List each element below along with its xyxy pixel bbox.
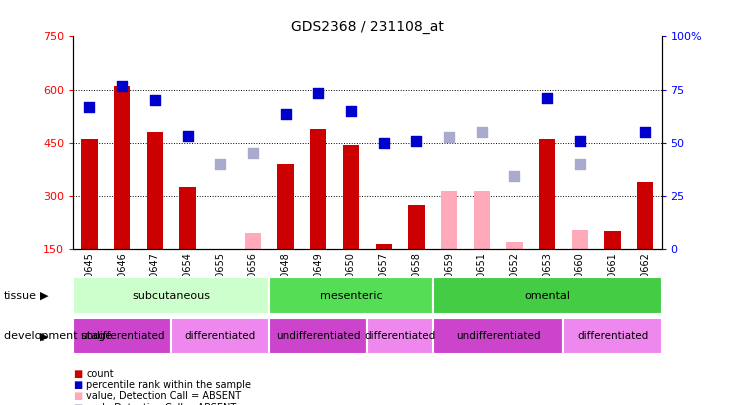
Point <box>443 134 455 141</box>
Bar <box>539 139 556 249</box>
Text: ■: ■ <box>73 380 83 390</box>
Point <box>116 83 128 90</box>
Text: ▶: ▶ <box>40 331 49 341</box>
Text: differentiated: differentiated <box>364 331 436 341</box>
Point <box>149 97 161 103</box>
Text: count: count <box>86 369 114 379</box>
Title: GDS2368 / 231108_at: GDS2368 / 231108_at <box>291 20 444 34</box>
Bar <box>474 191 490 249</box>
Point <box>476 129 488 135</box>
Point <box>83 104 95 111</box>
Bar <box>343 145 359 249</box>
Bar <box>212 249 228 263</box>
Bar <box>179 187 196 249</box>
Bar <box>310 129 327 249</box>
Bar <box>73 277 269 314</box>
Point <box>541 95 553 102</box>
Bar <box>637 182 654 249</box>
Bar <box>376 244 392 249</box>
Bar <box>269 318 367 354</box>
Text: value, Detection Call = ABSENT: value, Detection Call = ABSENT <box>86 391 241 401</box>
Bar <box>564 318 662 354</box>
Bar <box>572 230 588 249</box>
Point <box>378 139 390 146</box>
Point <box>312 90 324 96</box>
Bar <box>441 191 457 249</box>
Point <box>574 161 586 167</box>
Text: ■: ■ <box>73 403 83 405</box>
Bar <box>433 277 662 314</box>
Point <box>345 108 357 114</box>
Text: percentile rank within the sample: percentile rank within the sample <box>86 380 251 390</box>
Bar <box>367 318 433 354</box>
Point <box>247 150 259 157</box>
Bar <box>73 318 171 354</box>
Point <box>280 111 292 118</box>
Text: omental: omental <box>524 291 570 301</box>
Text: ■: ■ <box>73 391 83 401</box>
Text: differentiated: differentiated <box>185 331 256 341</box>
Point <box>411 138 423 144</box>
Point <box>182 132 194 139</box>
Point <box>214 161 226 167</box>
Bar <box>269 277 433 314</box>
Text: development stage: development stage <box>4 331 112 341</box>
Text: mesenteric: mesenteric <box>319 291 382 301</box>
Bar <box>605 231 621 249</box>
Point <box>574 138 586 144</box>
Bar <box>114 86 130 249</box>
Text: undifferentiated: undifferentiated <box>80 331 164 341</box>
Bar <box>147 132 163 249</box>
Bar <box>507 242 523 249</box>
Text: tissue: tissue <box>4 291 37 301</box>
Bar <box>433 318 564 354</box>
Point <box>509 173 520 180</box>
Bar <box>408 205 425 249</box>
Text: rank, Detection Call = ABSENT: rank, Detection Call = ABSENT <box>86 403 237 405</box>
Bar <box>81 139 98 249</box>
Text: ■: ■ <box>73 369 83 379</box>
Bar <box>171 318 269 354</box>
Text: differentiated: differentiated <box>577 331 648 341</box>
Text: undifferentiated: undifferentiated <box>276 331 360 341</box>
Bar <box>278 164 294 249</box>
Text: subcutaneous: subcutaneous <box>132 291 211 301</box>
Text: undifferentiated: undifferentiated <box>456 331 540 341</box>
Bar <box>245 233 261 249</box>
Point <box>640 129 651 135</box>
Text: ▶: ▶ <box>40 291 49 301</box>
